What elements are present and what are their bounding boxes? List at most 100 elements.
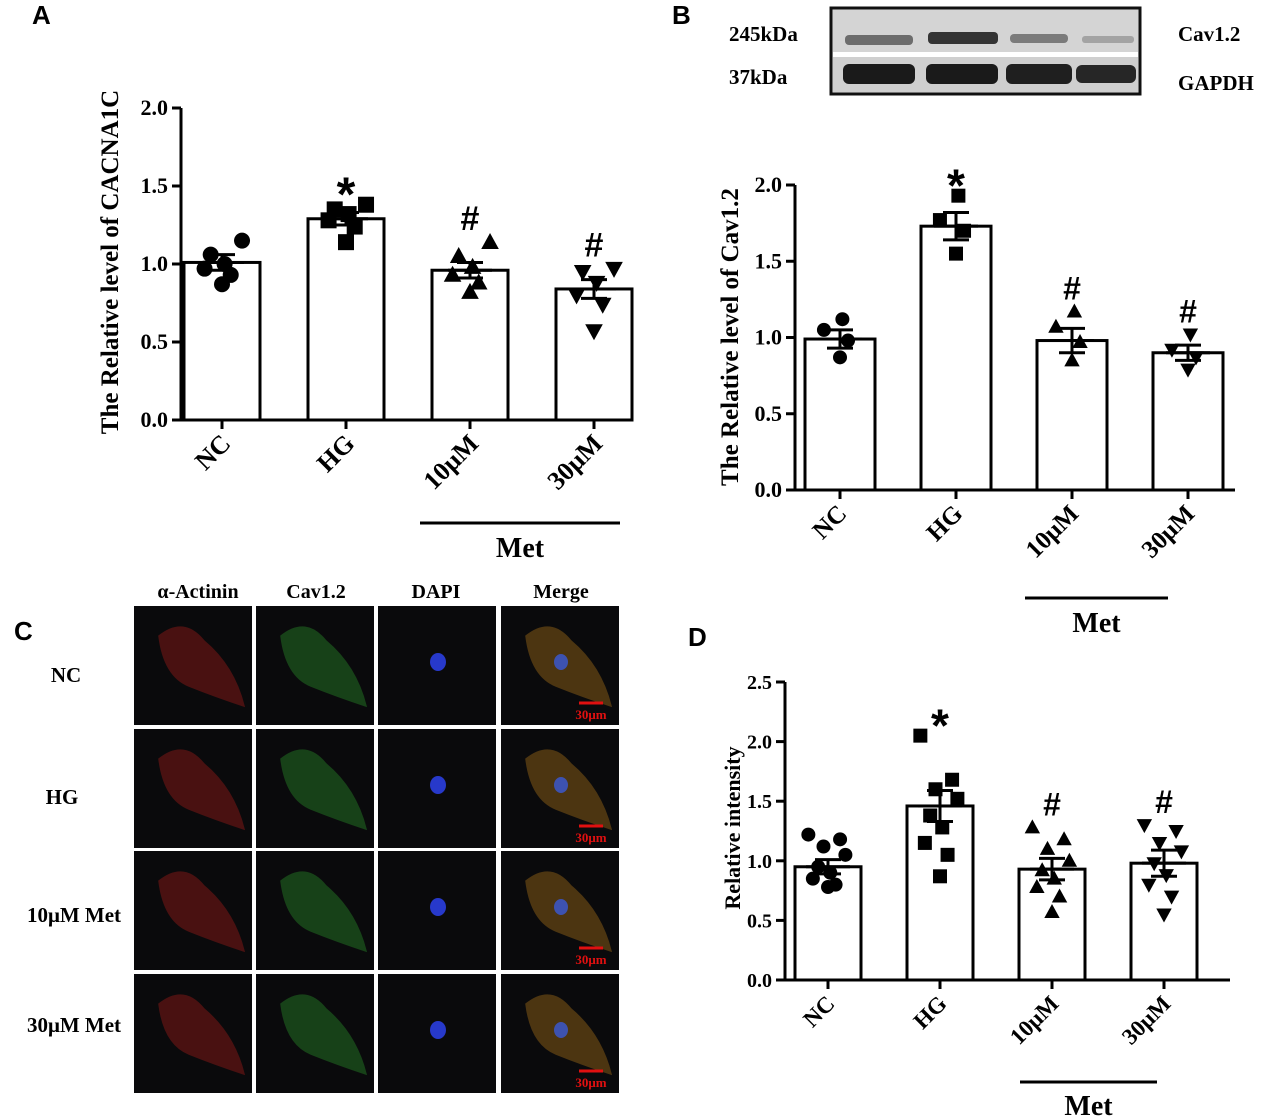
y-tick-label: 1.5 [747,791,772,813]
data-point [573,265,592,281]
nucleus-stain [430,898,446,916]
data-point [469,273,488,290]
data-point [1182,328,1199,343]
data-point [346,218,363,235]
y-tick-label: 1.0 [755,325,783,350]
category-label: 10μM [418,429,485,496]
nucleus-stain [430,1021,446,1039]
cav12-band-10um [1010,34,1068,43]
data-point [1141,878,1157,893]
data-point [1164,343,1180,358]
data-point [935,820,950,835]
data-point [1180,363,1196,378]
micrograph-column-header: Merge [533,581,589,603]
cell-stain [158,626,246,708]
y-tick-label: 2.0 [141,95,169,120]
data-point [1056,831,1072,846]
micrograph-column-header: DAPI [412,581,461,603]
y-tick-label: 0.5 [755,401,783,426]
data-point [1048,318,1064,333]
data-point [443,265,462,282]
data-point [605,261,623,278]
data-point [933,869,947,884]
category-label: 10μM [1021,500,1084,563]
nucleus-stain [430,776,446,794]
western-blot: 245kDa 37kDa Cav1.2 GAPDH [729,6,1254,96]
y-tick-label: 0.0 [755,477,783,502]
data-point [833,350,847,365]
data-point [1039,840,1056,855]
kda-bottom-label: 37kDa [729,65,788,89]
data-point [1044,904,1060,919]
category-label: NC [798,991,839,1032]
data-point [481,232,499,249]
data-point [835,312,850,327]
data-point [567,288,586,305]
data-point [1168,825,1184,840]
data-point [951,188,966,203]
significance-mark: # [585,227,604,265]
blot-separator [833,52,1138,57]
panel-label-b: B [672,0,691,30]
data-point [828,877,843,892]
micrograph-tile [256,974,374,1093]
data-point [1061,852,1078,867]
cell-stain [158,871,246,953]
gapdh-band-hg [926,64,998,84]
category-label: NC [189,429,236,476]
blot-label-cav12: Cav1.2 [1178,22,1240,46]
nucleus-stain [554,777,568,793]
micrograph-grid: α-Actinin Cav1.2 DAPI Merge NC HG 10μM Met 30μM… [27,581,619,1093]
nucleus-stain [430,653,446,671]
cell-stain [280,626,368,708]
data-point [917,835,932,850]
blot-top-strip [833,10,1138,52]
data-point [801,827,816,842]
kda-top-label: 245kDa [729,22,798,46]
micrograph-tile [256,851,374,970]
micrograph-tile [256,606,374,725]
panel-label-d: D [688,622,707,652]
y-tick-label: 1.0 [747,851,772,873]
y-tick-label: 0.5 [141,329,169,354]
blot-label-gapdh: GAPDH [1178,71,1254,95]
significance-mark: * [931,700,949,752]
panel-label-c: C [14,616,33,646]
significance-mark: * [947,160,965,212]
data-point [1051,888,1068,903]
gapdh-band-nc [843,64,915,84]
cell-stain [280,871,368,953]
micrograph-tile [134,729,252,848]
gapdh-band-30um [1076,65,1136,83]
micrograph-row-label: 10μM Met [27,903,121,927]
cell-stain [280,994,368,1076]
data-point [1151,836,1168,851]
micrograph-tile [256,729,374,848]
significance-mark: * [337,169,356,222]
cell-stain [525,749,613,831]
nucleus-stain [554,899,568,915]
cav12-band-hg [928,32,998,44]
data-point [950,791,965,806]
met-group-label: Met [1072,608,1121,639]
data-point [838,847,853,862]
data-point [1066,303,1083,318]
chart-d: 0.0 0.5 1.0 1.5 2.0 2.5 Relative intensity NC * H… [720,672,1230,1120]
cell-stain [525,871,613,953]
data-point [234,232,251,249]
bar-HG [919,224,993,492]
significance-mark: # [1179,293,1197,329]
significance-mark: # [1063,271,1081,307]
y-tick-label: 1.0 [141,251,169,276]
gapdh-band-10um [1006,64,1072,84]
data-point [449,247,468,263]
significance-mark: # [1155,784,1173,820]
data-point [1188,351,1204,366]
category-label: 10μM [1005,991,1064,1050]
y-axis-label: The Relative level of Cav1.2 [717,188,744,486]
y-tick-label: 1.5 [141,173,169,198]
data-point [358,196,375,213]
y-tick-label: 1.5 [755,248,783,273]
category-label: 30μM [1137,500,1200,563]
